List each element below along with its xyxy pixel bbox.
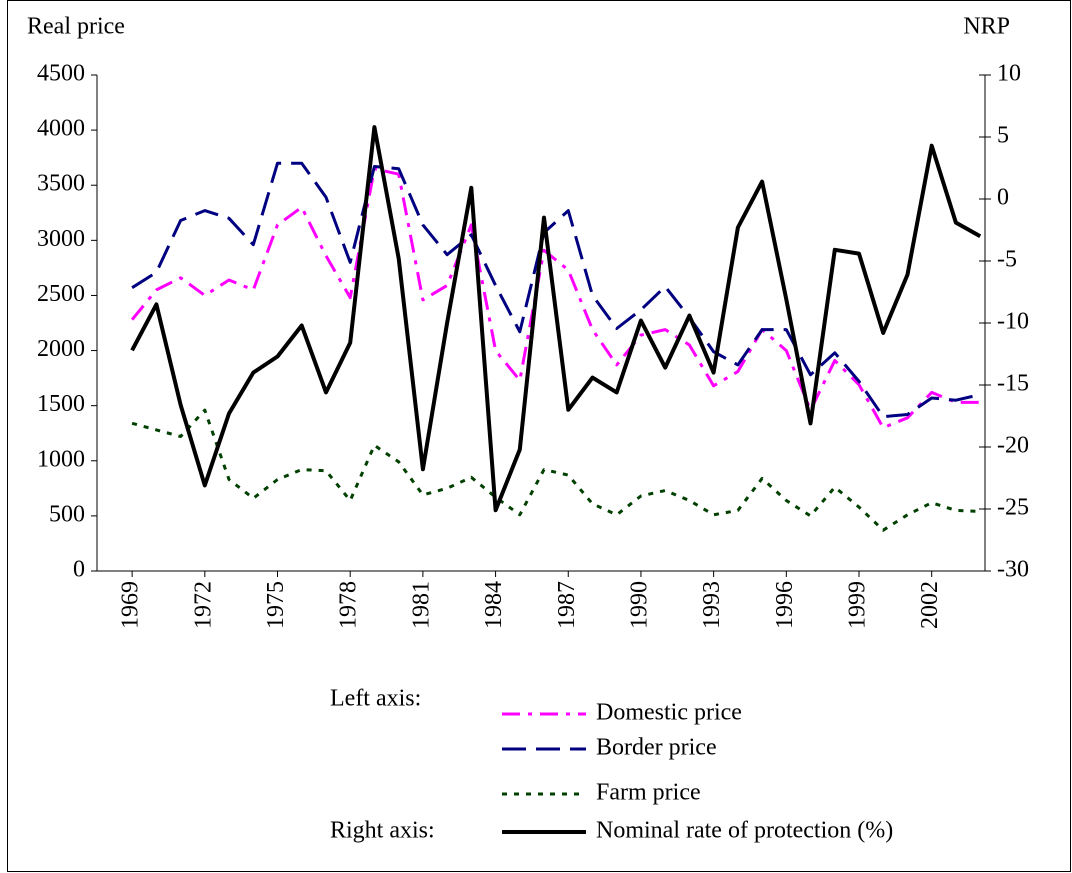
y2-axis-label: NRP (963, 14, 1010, 40)
x-tick-label: 1987 (554, 581, 580, 629)
y2-tick-label: -15 (997, 371, 1029, 397)
y2-tick-label: 10 (997, 61, 1021, 87)
x-tick-label: 1969 (118, 581, 144, 629)
series-line (130, 125, 982, 513)
frame (7, 0, 1071, 872)
y-tick-label: 3500 (37, 171, 85, 197)
y-tick-label: 4500 (37, 61, 85, 87)
legend-heading: Left axis: (330, 686, 421, 712)
y2-tick-label: -5 (997, 247, 1017, 273)
x-tick-label: 1981 (408, 581, 434, 629)
x-tick-label: 1978 (336, 581, 362, 629)
x-tick-label: 1990 (626, 581, 652, 629)
y-tick-label: 3000 (37, 226, 85, 252)
y2-tick-label: 0 (997, 185, 1009, 211)
y2-tick-label: -20 (997, 433, 1029, 459)
y-tick-label: 2500 (37, 281, 85, 307)
x-tick-label: 1993 (699, 581, 725, 629)
legend-label: Nominal rate of protection (%) (596, 818, 893, 844)
y2-tick-label: -25 (997, 495, 1029, 521)
x-tick-label: 1972 (190, 581, 216, 629)
y-tick-label: 1500 (37, 391, 85, 417)
legend-heading: Right axis: (330, 818, 435, 844)
legend-label: Border price (596, 735, 717, 761)
x-tick-label: 1999 (845, 581, 871, 629)
series-line (131, 408, 981, 532)
y2-tick-label: -10 (997, 309, 1029, 335)
y-tick-label: 0 (73, 557, 85, 583)
y-tick-label: 1000 (37, 446, 85, 472)
x-tick-label: 1996 (772, 581, 798, 629)
y-tick-label: 2000 (37, 336, 85, 362)
x-tick-label: 2002 (917, 581, 943, 629)
y-axis-label: Real price (27, 14, 125, 40)
legend-label: Farm price (596, 780, 701, 806)
x-tick-label: 1975 (263, 581, 289, 629)
y-tick-label: 4000 (37, 116, 85, 142)
series-line (131, 161, 981, 419)
legend-label: Domestic price (596, 700, 742, 726)
y2-tick-label: 5 (997, 123, 1009, 149)
series-line (130, 167, 981, 430)
y-tick-label: 500 (49, 501, 85, 527)
y2-tick-label: -30 (997, 557, 1029, 583)
x-tick-label: 1984 (481, 581, 507, 629)
